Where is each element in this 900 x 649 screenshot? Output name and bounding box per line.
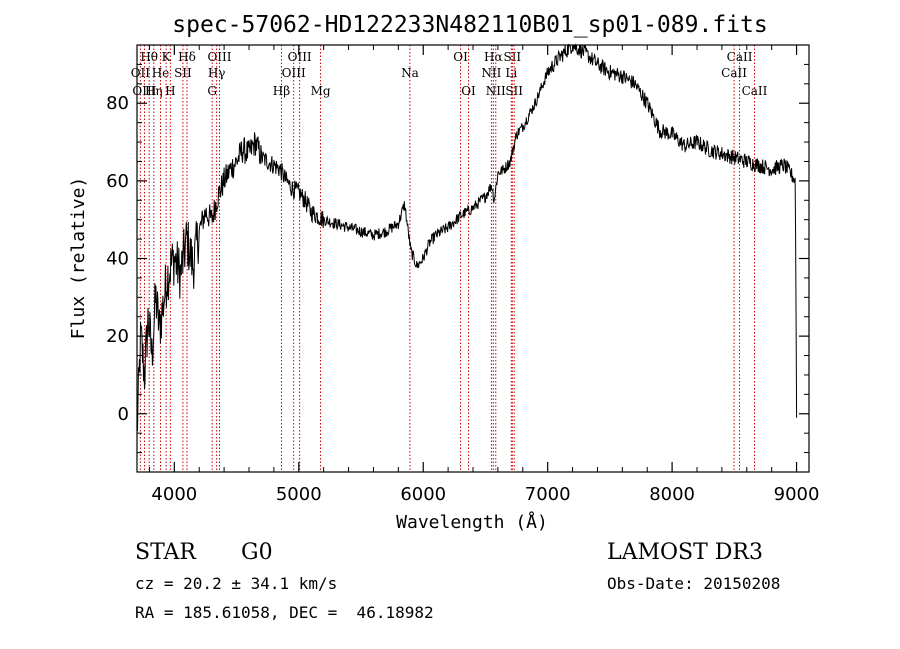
spectral-line-label: OIII <box>282 66 306 80</box>
y-tick-label: 20 <box>106 326 129 347</box>
spectrum-layer <box>136 43 798 431</box>
spectral-line-label: SII <box>174 66 192 80</box>
coordinates: RA = 185.61058, DEC = 46.18982 <box>135 603 434 622</box>
spectral-line-label: OI <box>453 50 468 64</box>
x-axis-label: Wavelength (Å) <box>396 511 548 533</box>
spectral-line-label: OI <box>461 84 476 98</box>
spectral-line-label: H <box>165 84 175 98</box>
spectrum-line <box>136 43 798 431</box>
x-tick-label: 8000 <box>649 484 695 505</box>
spectral-line-label: Hδ <box>178 50 196 64</box>
spectral-line-label: Hβ <box>273 84 290 98</box>
chart-title: spec-57062-HD122233N482110B01_sp01-089.f… <box>172 12 767 38</box>
spectral-line-label: CaII <box>742 84 768 98</box>
x-tick-label: 5000 <box>276 484 322 505</box>
spectral-line-label: Li <box>505 66 517 80</box>
spectral-line-label: OIII <box>207 50 231 64</box>
spectral-line-label: CaII <box>721 66 747 80</box>
y-tick-label: 40 <box>106 249 129 270</box>
spectral-line-label: OIII <box>288 50 312 64</box>
y-tick-label: 80 <box>106 93 129 114</box>
spectral-line-label: Hα <box>484 50 503 64</box>
spectral-line-label: Hγ <box>208 66 226 80</box>
x-tick-label: 4000 <box>151 484 197 505</box>
object-class: STAR <box>135 540 196 565</box>
y-axis-label: Flux (relative) <box>68 177 89 340</box>
spectral-line-label: Na <box>401 66 419 80</box>
y-tick-label: 60 <box>106 171 129 192</box>
plot-frame <box>136 44 810 473</box>
spectral-line-label: G <box>207 84 217 98</box>
redshift-readout: cz = 20.2 ± 34.1 km/s <box>135 574 338 593</box>
x-tick-label: 7000 <box>525 484 571 505</box>
spectral-line-label: CaII <box>727 50 753 64</box>
obs-date: Obs-Date: 20150208 <box>607 574 781 593</box>
survey-label: LAMOST DR3 <box>607 540 763 565</box>
spectral-line-label: Hθ <box>140 50 158 64</box>
x-tick-label: 9000 <box>774 484 820 505</box>
spectral-line-label: Hη <box>145 84 163 98</box>
axis-ticks-layer: 4000 5000 6000 7000 8000 9000 0 20 40 60 80 <box>106 45 819 505</box>
x-tick-label: 6000 <box>400 484 446 505</box>
spectral-line-label: NII <box>486 84 506 98</box>
spectral-line-label: He <box>152 66 170 80</box>
spectral-line-label: K <box>162 50 172 64</box>
spectral-line-label: SII <box>505 84 523 98</box>
spectral-line-label: OIII <box>132 84 156 98</box>
spectral-line-label: SII <box>503 50 521 64</box>
spectral-line-label: Mg <box>311 84 331 98</box>
subclass: G0 <box>241 540 273 565</box>
spectral-line-label: NII <box>481 66 501 80</box>
y-tick-label: 0 <box>118 404 129 425</box>
spectral-line-label: OII <box>131 66 151 80</box>
